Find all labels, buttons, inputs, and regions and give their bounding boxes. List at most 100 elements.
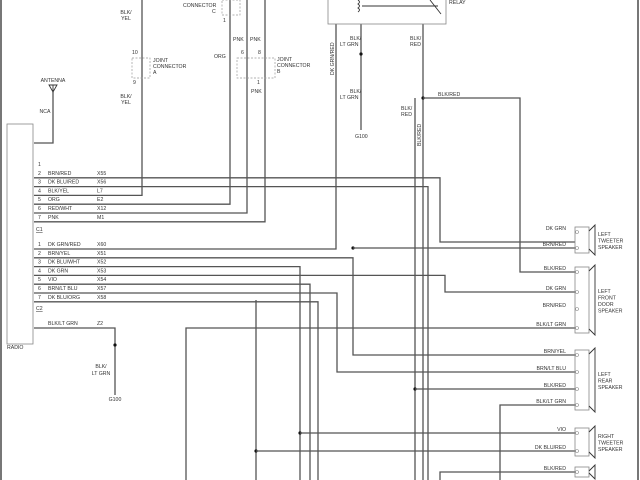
pin-wire-color: VIO bbox=[48, 277, 57, 283]
pin-wire-color: DK GRN bbox=[48, 268, 68, 274]
wire-brn-yel-c2 bbox=[34, 257, 575, 356]
speaker-body bbox=[574, 427, 590, 457]
speaker-cone-icon bbox=[588, 263, 596, 337]
pin-circuit: X55 bbox=[97, 171, 106, 177]
pin-circuit: X56 bbox=[97, 180, 106, 186]
connector-b-letter: B bbox=[277, 69, 281, 75]
connector-b-pin-right: 8 bbox=[258, 50, 261, 56]
pin-circuit: X12 bbox=[97, 206, 106, 212]
wire-blk-red-1a: BLK/ bbox=[410, 36, 422, 42]
speaker-terminal bbox=[575, 353, 579, 357]
pin-wire-color: BLK/YEL bbox=[48, 188, 69, 194]
pin-wire-color: DK BLU/ORG bbox=[48, 295, 80, 301]
speaker-wire-label: DK GRN bbox=[546, 226, 566, 232]
speaker-name: SPEAKER bbox=[598, 447, 623, 453]
relay-box bbox=[327, 0, 447, 25]
speaker-terminal bbox=[575, 270, 579, 274]
wire-blk-lt-grn-front bbox=[185, 327, 575, 480]
speaker-terminal bbox=[575, 470, 579, 474]
antenna-nca: NCA bbox=[40, 109, 51, 115]
speaker-wire-label: VIO bbox=[557, 427, 566, 433]
pin-wire-color: DK GRN/RED bbox=[48, 242, 81, 248]
speaker-wire-label: BRN/YEL bbox=[544, 349, 566, 355]
connector-c-pin: 1 bbox=[223, 18, 226, 24]
wire-blk-red-front bbox=[423, 97, 575, 273]
pin-number: 2 bbox=[38, 171, 41, 177]
wire-blk-yel bbox=[34, 0, 143, 197]
radio-box bbox=[6, 123, 34, 345]
speaker-terminal bbox=[575, 387, 579, 391]
wire-blk-yel-top-1: BLK/ bbox=[120, 10, 132, 16]
wire-blk-lt-grn-1b: LT GRN bbox=[340, 42, 359, 48]
pin-circuit: X53 bbox=[97, 268, 106, 274]
joint-connector-a bbox=[131, 57, 151, 79]
wire-blk-lt-grn-2b: LT GRN bbox=[340, 95, 359, 101]
wire-pnk-bottom: PNK bbox=[251, 89, 262, 95]
wire-brn-lt-blu-c2 bbox=[34, 292, 575, 373]
c1-label: C1 bbox=[36, 227, 43, 233]
c2-label: C2 bbox=[36, 306, 43, 312]
speaker-cone-icon bbox=[588, 223, 596, 257]
connector-a-label2: CONNECTOR bbox=[153, 64, 187, 70]
pin-circuit: M1 bbox=[97, 215, 104, 221]
antenna-wire bbox=[34, 92, 54, 144]
speaker-wire-label: DK BLU/RED bbox=[535, 445, 566, 451]
speaker: BLK/RED DK GRN BRN/RED BLK/LT GRN LEFTFRONTD… bbox=[536, 263, 623, 337]
antenna-icon bbox=[48, 84, 58, 93]
ground-g100-top: G100 bbox=[355, 134, 368, 140]
wire-blk-red-1b: RED bbox=[410, 42, 421, 48]
speaker-terminal bbox=[575, 230, 579, 234]
wire-pnk-left: PNK bbox=[233, 37, 244, 43]
speaker-name: LEFT bbox=[598, 372, 612, 378]
splice-dot bbox=[359, 52, 363, 56]
wire-dk-blu-wht-c2 bbox=[34, 265, 301, 480]
pin-circuit: X57 bbox=[97, 286, 106, 292]
wire-dk-grn-c2 bbox=[34, 274, 575, 293]
speaker-body bbox=[574, 349, 590, 411]
pin-number: 3 bbox=[38, 180, 41, 186]
wire-blk-lt-grn-2a: BLK/ bbox=[350, 89, 362, 95]
pin-number: 5 bbox=[38, 277, 41, 283]
pin-number: 1 bbox=[38, 242, 41, 248]
connector-a-letter: A bbox=[153, 70, 157, 76]
antenna-label: ANTENNA bbox=[41, 78, 66, 84]
speaker-name: SPEAKER bbox=[598, 309, 623, 315]
pin-wire-color: DK BLU/RED bbox=[48, 180, 79, 186]
wire-blk-lt-grn-ground bbox=[34, 327, 116, 395]
pin-wire-color: ORG bbox=[48, 197, 60, 203]
speaker-terminal bbox=[575, 307, 579, 311]
wire-pnk-c1 bbox=[34, 0, 266, 223]
wire-dk-blu-red-c1 bbox=[34, 185, 429, 480]
pin-circuit: X54 bbox=[97, 277, 106, 283]
speaker-wire-label: BLK/LT GRN bbox=[536, 399, 566, 405]
speaker-name: TWEETER bbox=[598, 239, 624, 245]
speaker-body bbox=[574, 266, 590, 334]
pin-wire-color: DK BLU/WHT bbox=[48, 260, 81, 266]
speaker-cone-icon bbox=[588, 463, 596, 480]
speaker-name: LEFT bbox=[598, 289, 612, 295]
speaker-cone-icon bbox=[588, 424, 596, 460]
joint-connector-b bbox=[236, 57, 276, 79]
speaker-wire-label: BLK/RED bbox=[544, 466, 566, 472]
ground-wire-v1: BLK/ bbox=[95, 364, 107, 370]
wire-dk-grn-red: DK GRN/RED bbox=[330, 42, 336, 75]
speaker-wire-label: DK GRN bbox=[546, 286, 566, 292]
radio-label: RADIO bbox=[7, 345, 23, 351]
pin-wire-color: RED/WHT bbox=[48, 206, 73, 212]
wire-dk-grn-red-c2 bbox=[34, 20, 337, 250]
wire-org: ORG bbox=[214, 54, 226, 60]
wire-blk-lt-grn-rear bbox=[499, 404, 575, 480]
speaker-wire-label: BLK/LT GRN bbox=[536, 322, 566, 328]
speaker-name: SPEAKER bbox=[598, 385, 623, 391]
pin-number: 1 bbox=[38, 162, 41, 168]
speaker-name: FRONT bbox=[598, 296, 617, 302]
connector-a-label1: JOINT bbox=[153, 58, 169, 64]
pin-circuit: L7 bbox=[97, 188, 103, 194]
wire-red-wht-c1 bbox=[34, 0, 248, 214]
pin-number: 6 bbox=[38, 286, 41, 292]
speaker-cone-icon bbox=[588, 346, 596, 414]
pin-circuit: X51 bbox=[97, 251, 106, 257]
wires bbox=[34, 0, 575, 480]
speaker-terminal bbox=[575, 246, 579, 250]
